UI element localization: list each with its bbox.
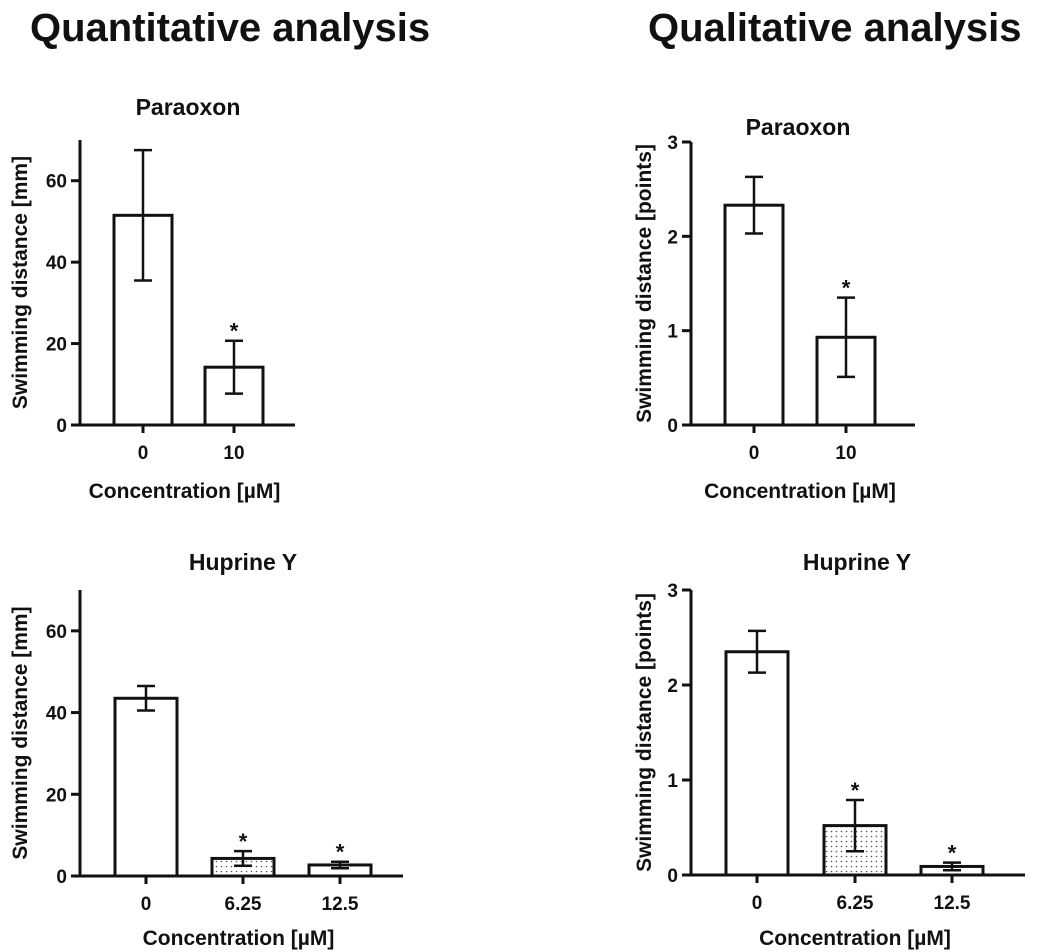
y-tick-label: 40 [46, 253, 67, 274]
y-tick-label: 2 [667, 227, 678, 248]
bar [113, 696, 179, 878]
y-tick-label: 60 [46, 622, 67, 643]
chart-title: Huprine Y [189, 549, 297, 575]
significance-marker: * [851, 778, 860, 803]
y-tick-label: 20 [46, 335, 67, 356]
bar [724, 650, 790, 877]
huprine-y-qualitative-chart: Huprine Y 0 1 2 3 0 * 6.25 * 12.5 Concentration [µ… [633, 549, 1025, 950]
x-axis-label: Concentration [µM] [704, 480, 896, 503]
bar [723, 203, 785, 427]
x-axis-label: Concentration [µM] [89, 480, 281, 503]
paraoxon-quantitative-chart: Paraoxon 0 20 40 60 0 * 10 Concentration [µM] Swi… [9, 94, 295, 503]
y-tick-label: 1 [667, 322, 678, 343]
significance-marker: * [842, 276, 851, 301]
y-tick-label: 60 [46, 172, 67, 193]
y-tick-label: 3 [667, 133, 678, 154]
significance-marker: * [230, 319, 239, 344]
y-axis-label: Swimming distance [points] [633, 593, 656, 872]
y-axis-label: Swimming distance [mm] [9, 606, 32, 859]
y-axis-label: Swimming distance [points] [633, 144, 656, 423]
x-tick-label: 6.25 [837, 893, 874, 914]
qualitative-analysis-title: Qualitative analysis [648, 6, 1022, 50]
y-tick-label: 3 [667, 581, 678, 602]
y-axis-label: Swimming distance [mm] [9, 156, 32, 409]
y-tick-label: 0 [56, 416, 67, 437]
significance-marker: * [239, 829, 248, 854]
x-tick-label: 10 [223, 443, 244, 464]
quantitative-analysis-title: Quantitative analysis [30, 6, 431, 50]
huprine-y-quantitative-chart: Huprine Y 0 20 40 60 0 * 6.25 * 12.5 Concentration… [9, 549, 403, 950]
x-tick-label: 0 [749, 443, 760, 464]
chart-title: Huprine Y [803, 549, 911, 575]
x-tick-label: 0 [141, 894, 152, 915]
x-tick-label: 0 [138, 443, 149, 464]
y-tick-label: 0 [56, 867, 67, 888]
y-tick-label: 0 [667, 866, 678, 887]
y-tick-label: 20 [46, 785, 67, 806]
x-tick-label: 6.25 [225, 894, 262, 915]
chart-title: Paraoxon [746, 114, 851, 140]
chart-title: Paraoxon [136, 94, 241, 120]
x-tick-label: 12.5 [934, 893, 971, 914]
significance-marker: * [948, 841, 957, 866]
x-tick-label: 10 [835, 443, 856, 464]
y-tick-label: 40 [46, 704, 67, 725]
y-tick-label: 0 [667, 416, 678, 437]
significance-marker: * [336, 840, 345, 865]
x-tick-label: 0 [752, 893, 763, 914]
paraoxon-qualitative-chart: Paraoxon 0 1 2 3 0 * 10 Concentration [µM] Swimmi… [633, 114, 915, 503]
x-axis-label: Concentration [µM] [143, 927, 335, 950]
x-axis-label: Concentration [µM] [759, 927, 951, 950]
y-tick-label: 1 [667, 771, 678, 792]
y-tick-label: 2 [667, 676, 678, 697]
x-tick-label: 12.5 [322, 894, 359, 915]
